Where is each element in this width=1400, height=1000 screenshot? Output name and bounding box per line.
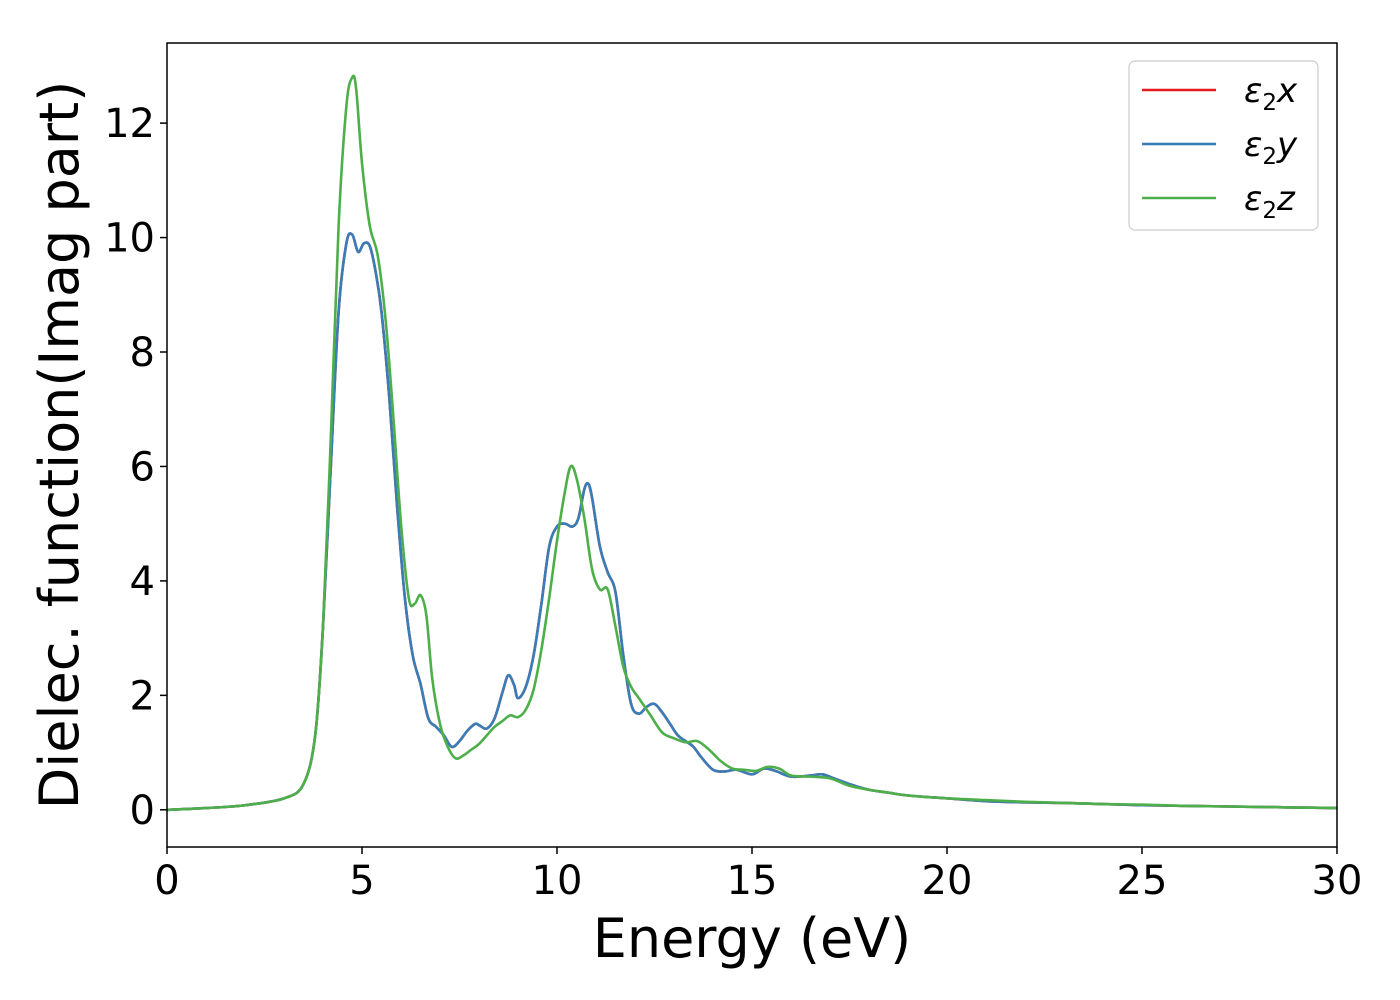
x-tick-label: 0 xyxy=(154,858,179,904)
y-tick-label: 0 xyxy=(130,788,155,834)
x-tick-label: 25 xyxy=(1117,858,1168,904)
x-tick-label: 5 xyxy=(349,858,374,904)
series-line-y xyxy=(167,232,1337,812)
legend-label-y: ε2y xyxy=(1244,125,1298,170)
y-tick-label: 10 xyxy=(104,216,155,262)
y-tick-label: 4 xyxy=(130,559,155,605)
x-tick-label: 30 xyxy=(1312,858,1363,904)
y-tick-label: 8 xyxy=(130,330,155,376)
x-axis: 0 5 10 15 20 25 30 xyxy=(154,847,1362,904)
x-axis-title: Energy (eV) xyxy=(593,907,912,970)
series-line-x xyxy=(167,232,1337,812)
legend: ε2x ε2y ε2z xyxy=(1128,60,1319,231)
legend-label-x: ε2x xyxy=(1244,71,1298,116)
series-line-z xyxy=(167,74,1337,812)
x-tick-label: 15 xyxy=(727,858,778,904)
x-tick-label: 20 xyxy=(922,858,973,904)
y-tick-label: 2 xyxy=(130,673,155,719)
y-axis: 0 2 4 6 8 10 12 xyxy=(104,101,167,834)
legend-box xyxy=(1128,60,1319,231)
series-layer xyxy=(167,74,1337,812)
legend-label-z: ε2z xyxy=(1244,179,1296,224)
y-tick-label: 12 xyxy=(104,101,155,147)
x-tick-label: 10 xyxy=(532,858,583,904)
y-tick-label: 6 xyxy=(130,444,155,490)
y-axis-title: Dielec. function(Imag part) xyxy=(28,81,91,810)
